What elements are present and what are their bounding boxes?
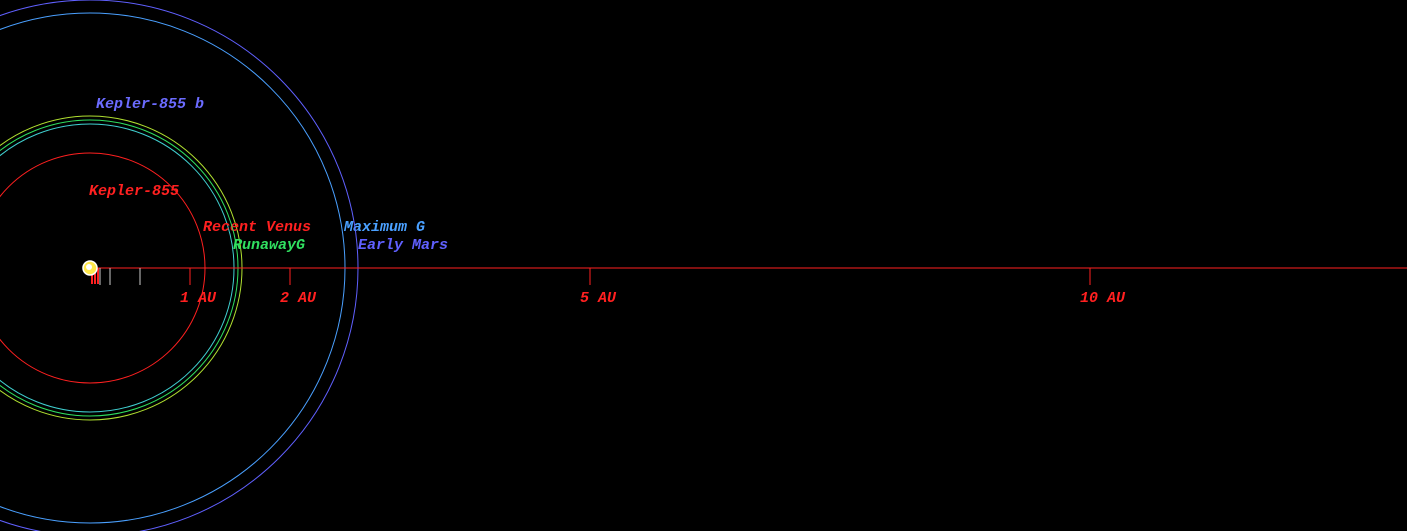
zone-label: Maximum G — [343, 219, 425, 236]
axis-tick-label: 2 AU — [280, 290, 317, 307]
axis-tick-label: 5 AU — [580, 290, 617, 307]
axis-tick-label: 10 AU — [1080, 290, 1126, 307]
axis-tick-label: 1 AU — [180, 290, 217, 307]
star-core — [86, 264, 92, 270]
zone-label: Recent Venus — [203, 219, 311, 236]
zone-label: RunawayG — [233, 237, 305, 254]
planet-label: Kepler-855 b — [96, 96, 204, 113]
zone-boundary — [0, 0, 359, 531]
star-label: Kepler-855 — [89, 183, 179, 200]
zone-label: Early Mars — [358, 237, 448, 254]
